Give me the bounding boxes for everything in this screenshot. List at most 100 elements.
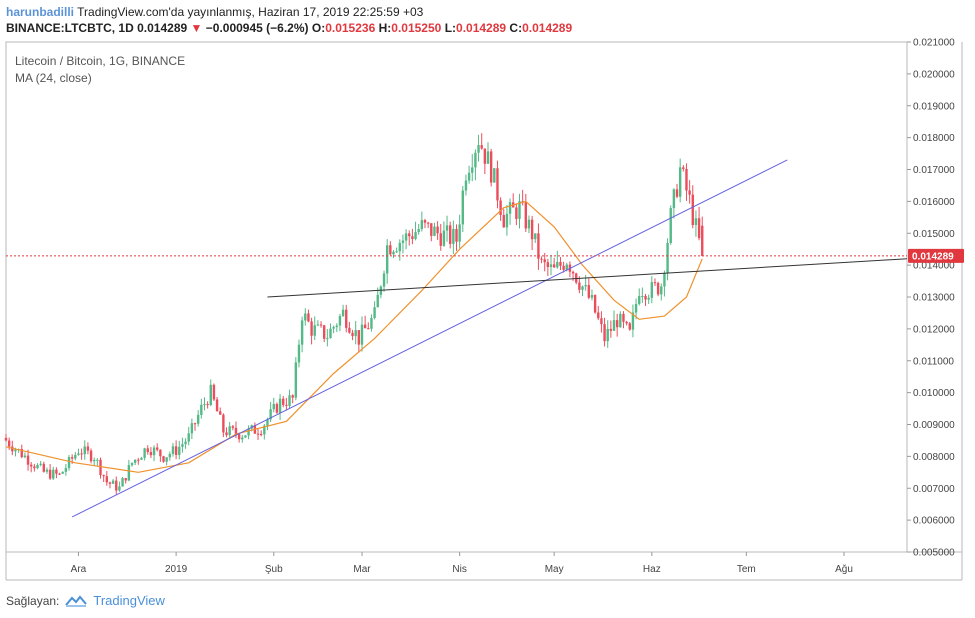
price-tick-label: 0.018000 (913, 133, 955, 144)
candle-body (146, 448, 149, 452)
candle (231, 424, 235, 431)
candle (392, 250, 395, 259)
price-tick-label: 0.007000 (913, 484, 955, 495)
candle (187, 426, 190, 446)
candle (307, 309, 310, 323)
candle (480, 133, 483, 150)
tradingview-logo-icon[interactable] (65, 594, 88, 607)
candle (430, 223, 433, 242)
candle-body (348, 327, 351, 333)
candle (278, 394, 282, 420)
candle-body (140, 457, 143, 460)
candle-body (628, 323, 631, 330)
candle (55, 467, 58, 479)
candle (89, 448, 93, 464)
candle-body (212, 384, 216, 400)
candle (638, 288, 641, 306)
price-tick-label: 0.006000 (913, 516, 955, 527)
trendline-blue[interactable] (71, 159, 788, 518)
time-axis[interactable]: Ara 2019 Şub Mar Nis May Haz Tem Ağu (71, 552, 853, 575)
candle-body (291, 395, 294, 398)
candle-body (571, 271, 575, 274)
candle (96, 458, 99, 467)
candle-body (181, 444, 184, 447)
candle (351, 329, 354, 341)
candle-body (534, 233, 537, 240)
candle (99, 457, 102, 479)
candle-body (597, 312, 600, 319)
author-name[interactable]: harunbadilli (6, 5, 75, 19)
plot-area[interactable] (5, 41, 908, 553)
candle-body (546, 262, 550, 267)
candle (39, 461, 42, 467)
candle (404, 229, 408, 250)
price-tick-label: 0.012000 (913, 324, 955, 335)
candle (4, 434, 8, 442)
price-tick-label: 0.017000 (913, 165, 955, 176)
candle-body (294, 362, 298, 398)
low-label: L: (444, 21, 457, 35)
candle (212, 383, 216, 402)
candle (641, 287, 644, 303)
trendline-black[interactable] (267, 258, 908, 298)
candle-body (272, 403, 275, 410)
candle (219, 407, 222, 415)
candle-body (162, 456, 165, 462)
candle-body (363, 324, 367, 329)
candle-body (86, 446, 90, 451)
time-tick-label: Ara (71, 564, 87, 575)
candle-body (118, 486, 121, 491)
candle-body (23, 455, 27, 458)
candle (493, 168, 496, 183)
candle (448, 221, 452, 249)
candle (694, 210, 698, 237)
candle-body (137, 459, 140, 461)
candle (537, 223, 540, 270)
candle-body (121, 478, 124, 487)
candle-body (653, 282, 657, 284)
candle-body (452, 228, 455, 244)
candle-body (335, 325, 338, 328)
time-tick-label: Ağu (835, 564, 853, 575)
candle-body (124, 478, 127, 481)
candle (102, 474, 105, 483)
price-tick-label: 0.010000 (913, 388, 955, 399)
candle (152, 445, 156, 462)
candle (587, 278, 591, 300)
candle (137, 457, 140, 465)
candle-body (442, 230, 446, 246)
tradingview-brand[interactable]: TradingView (93, 593, 165, 608)
candle (332, 325, 335, 334)
price-axis[interactable]: 0.021000 0.020000 0.019000 0.018000 0.017000… (907, 38, 955, 559)
candle-body (445, 225, 449, 231)
candle-body (200, 404, 203, 415)
candle-body (247, 428, 250, 436)
candle (461, 186, 465, 233)
candle-body (688, 190, 691, 195)
candle (455, 224, 458, 251)
candle (108, 481, 112, 489)
candle-body (297, 344, 301, 363)
candle (48, 464, 52, 480)
candle (171, 442, 175, 457)
candle-body (225, 432, 228, 436)
candle (244, 435, 247, 438)
candle-body (493, 168, 496, 183)
candle-body (275, 403, 279, 413)
price-tick-label: 0.021000 (913, 38, 955, 49)
candle-body (474, 152, 477, 168)
candle-body (502, 214, 505, 228)
candle-body (193, 423, 197, 425)
candle-body (300, 320, 304, 345)
candle (61, 471, 64, 474)
candle-body (326, 338, 329, 340)
candle-body (105, 476, 109, 483)
candle (121, 477, 124, 487)
candle (534, 233, 537, 243)
candle-body (436, 226, 439, 234)
candle (200, 398, 203, 419)
candle (540, 256, 543, 264)
candle-body (552, 264, 556, 268)
candle-body (263, 425, 266, 435)
